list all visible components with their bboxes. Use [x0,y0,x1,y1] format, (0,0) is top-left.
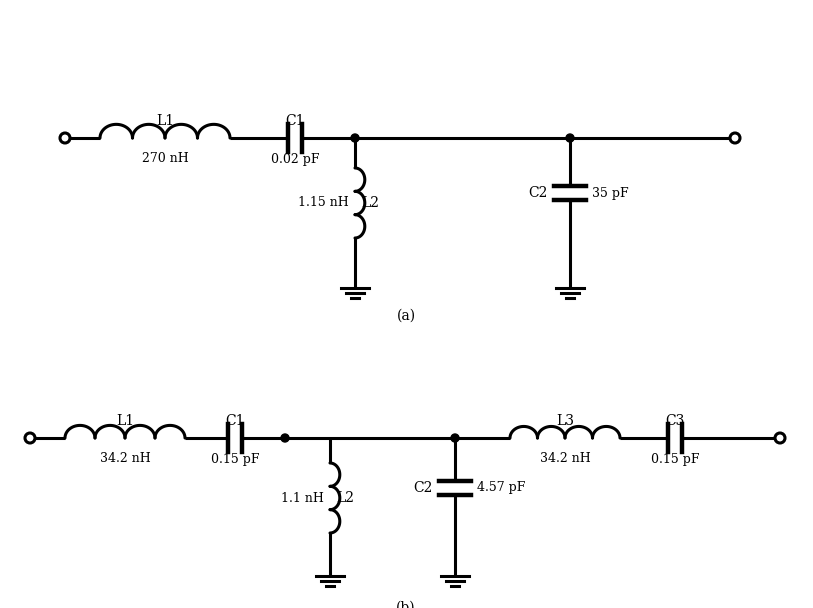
Text: 270 nH: 270 nH [141,151,189,165]
Text: C3: C3 [665,414,685,428]
Text: L2: L2 [336,491,354,505]
Text: (a): (a) [397,309,415,323]
Circle shape [451,434,459,442]
Text: 0.15 pF: 0.15 pF [211,454,259,466]
Text: C2: C2 [414,481,433,495]
Text: 35 pF: 35 pF [592,187,628,199]
Circle shape [281,434,289,442]
Text: L2: L2 [361,196,379,210]
Text: 1.1 nH: 1.1 nH [281,491,324,505]
Text: 1.15 nH: 1.15 nH [298,196,349,210]
Text: 34.2 nH: 34.2 nH [100,452,150,465]
Text: C2: C2 [528,186,548,200]
Text: C1: C1 [225,414,245,428]
Text: 0.15 pF: 0.15 pF [650,454,699,466]
Text: (b): (b) [396,601,415,608]
Circle shape [566,134,574,142]
Text: L1: L1 [156,114,174,128]
Circle shape [351,134,359,142]
Text: L1: L1 [116,414,134,428]
Text: 4.57 pF: 4.57 pF [477,482,525,494]
Text: C1: C1 [285,114,305,128]
Text: L3: L3 [556,414,574,428]
Text: 34.2 nH: 34.2 nH [540,452,590,465]
Text: 0.02 pF: 0.02 pF [271,153,320,167]
